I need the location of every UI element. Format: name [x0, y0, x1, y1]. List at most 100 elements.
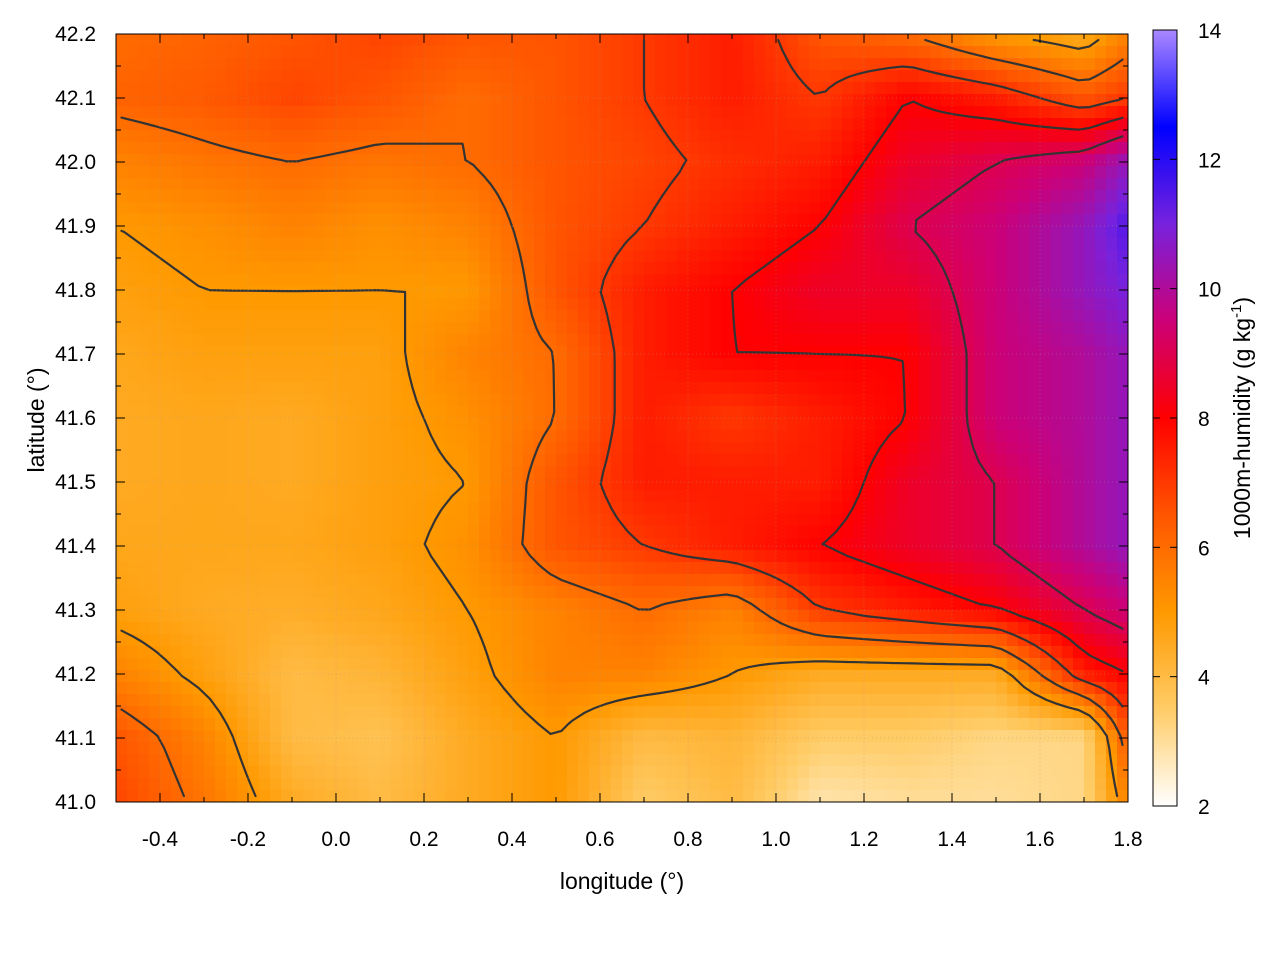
heatmap-cell: [457, 358, 469, 371]
heatmap-cell: [248, 406, 260, 419]
heatmap-cell: [875, 670, 887, 683]
heatmap-cell: [699, 502, 711, 515]
heatmap-cell: [886, 58, 898, 71]
heatmap-cell: [347, 250, 359, 263]
heatmap-cell: [325, 46, 337, 59]
heatmap-cell: [776, 106, 788, 119]
heatmap-cell: [369, 346, 381, 359]
heatmap-cell: [413, 106, 425, 119]
heatmap-cell: [303, 478, 315, 491]
heatmap-cell: [688, 394, 700, 407]
heatmap-cell: [1117, 382, 1128, 395]
heatmap-cell: [545, 142, 557, 155]
heatmap-cell: [380, 226, 392, 239]
heatmap-cell: [600, 658, 612, 671]
heatmap-cell: [215, 286, 227, 299]
heatmap-cell: [292, 562, 304, 575]
heatmap-cell: [127, 574, 139, 587]
heatmap-cell: [996, 334, 1008, 347]
heatmap-cell: [347, 190, 359, 203]
heatmap-cell: [1062, 370, 1074, 383]
heatmap-cell: [116, 538, 128, 551]
heatmap-cell: [1117, 406, 1128, 419]
heatmap-cell: [479, 310, 491, 323]
heatmap-cell: [1018, 586, 1030, 599]
heatmap-cell: [864, 598, 876, 611]
heatmap-cell: [215, 430, 227, 443]
heatmap-cell: [160, 502, 172, 515]
heatmap-cell: [446, 634, 458, 647]
heatmap-cell: [1062, 178, 1074, 191]
heatmap-cell: [1084, 118, 1096, 131]
heatmap-cell: [468, 46, 480, 59]
heatmap-cell: [897, 646, 909, 659]
heatmap-cell: [523, 166, 535, 179]
heatmap-cell: [314, 466, 326, 479]
heatmap-cell: [1084, 370, 1096, 383]
heatmap-cell: [743, 178, 755, 191]
heatmap-cell: [798, 574, 810, 587]
heatmap-cell: [1040, 298, 1052, 311]
heatmap-cell: [380, 490, 392, 503]
heatmap-cell: [336, 610, 348, 623]
heatmap-cell: [908, 586, 920, 599]
heatmap-cell: [314, 610, 326, 623]
heatmap-cell: [820, 382, 832, 395]
heatmap-cell: [523, 142, 535, 155]
heatmap-cell: [479, 490, 491, 503]
heatmap-cell: [1106, 106, 1118, 119]
heatmap-cell: [358, 274, 370, 287]
heatmap-cell: [820, 190, 832, 203]
heatmap-cell: [1051, 454, 1063, 467]
heatmap-cell: [589, 214, 601, 227]
heatmap-cell: [1106, 430, 1118, 443]
heatmap-cell: [666, 334, 678, 347]
heatmap-cell: [193, 214, 205, 227]
heatmap-cell: [545, 238, 557, 251]
heatmap-cell: [633, 370, 645, 383]
heatmap-cell: [886, 202, 898, 215]
heatmap-cell: [996, 286, 1008, 299]
heatmap-cell: [567, 274, 579, 287]
heatmap-cell: [303, 646, 315, 659]
heatmap-cell: [666, 418, 678, 431]
heatmap-cell: [347, 298, 359, 311]
heatmap-cell: [1095, 190, 1107, 203]
heatmap-cell: [325, 34, 337, 47]
heatmap-cell: [611, 34, 623, 47]
heatmap-cell: [1084, 298, 1096, 311]
heatmap-cell: [919, 514, 931, 527]
heatmap-cell: [864, 334, 876, 347]
heatmap-cell: [1029, 94, 1041, 107]
heatmap-cell: [391, 586, 403, 599]
heatmap-cell: [985, 298, 997, 311]
heatmap-cell: [215, 310, 227, 323]
heatmap-cell: [347, 262, 359, 275]
heatmap-cell: [270, 178, 282, 191]
heatmap-cell: [116, 310, 128, 323]
heatmap-cell: [721, 166, 733, 179]
heatmap-cell: [512, 442, 524, 455]
heatmap-cell: [402, 394, 414, 407]
heatmap-cell: [204, 166, 216, 179]
heatmap-cell: [127, 82, 139, 95]
heatmap-cell: [633, 358, 645, 371]
heatmap-cell: [490, 418, 502, 431]
heatmap-cell: [479, 370, 491, 383]
heatmap-cell: [193, 178, 205, 191]
heatmap-cell: [941, 178, 953, 191]
heatmap-cell: [270, 322, 282, 335]
heatmap-cell: [391, 262, 403, 275]
heatmap-cell: [842, 490, 854, 503]
heatmap-cell: [369, 466, 381, 479]
heatmap-cell: [765, 442, 777, 455]
heatmap-cell: [149, 58, 161, 71]
heatmap-cell: [798, 238, 810, 251]
heatmap-cell: [336, 478, 348, 491]
heatmap-cell: [402, 334, 414, 347]
heatmap-cell: [963, 322, 975, 335]
heatmap-cell: [435, 670, 447, 683]
heatmap-cell: [204, 682, 216, 695]
heatmap-cell: [1062, 202, 1074, 215]
heatmap-cell: [776, 358, 788, 371]
